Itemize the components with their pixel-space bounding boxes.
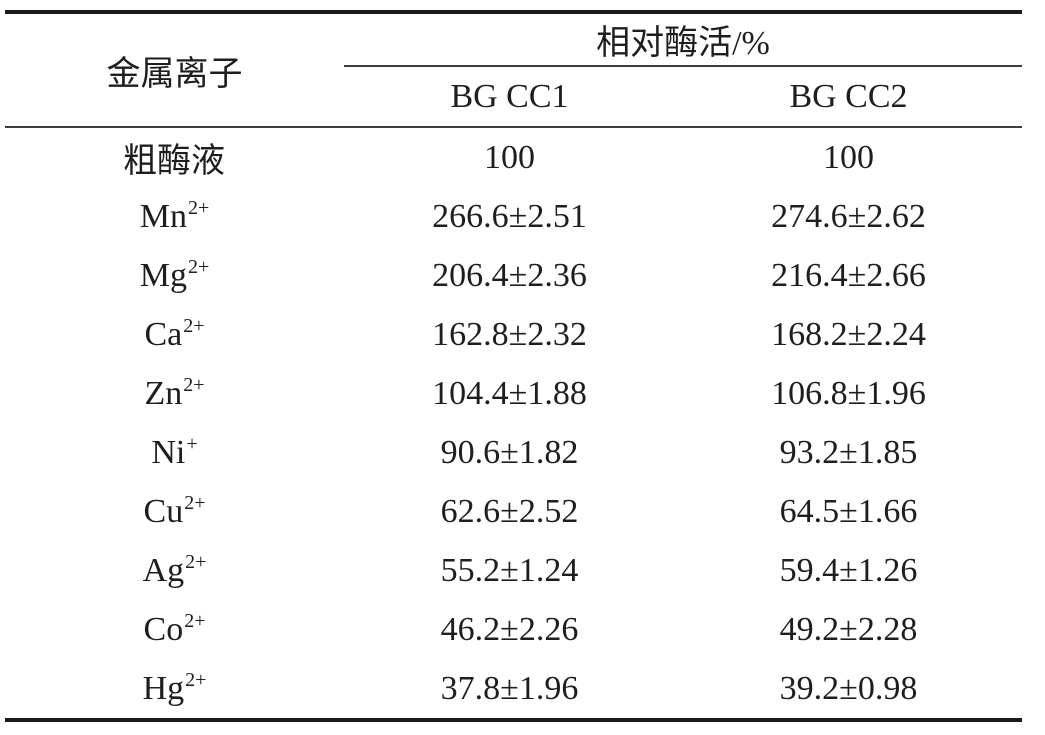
table-row: Cu2+ 62.6±2.52 64.5±1.66	[5, 482, 1022, 541]
ion-cell: Ni+	[5, 423, 344, 482]
ion-label: Ag	[142, 551, 185, 589]
bgcc1-value-cell: 55.2±1.24	[440, 551, 579, 589]
ion-cell: Zn2+	[5, 364, 344, 423]
bgcc1-value-cell: 104.4±1.88	[432, 374, 587, 412]
bgcc2-value-cell: 59.4±1.26	[779, 551, 918, 589]
ion-label: Zn	[144, 374, 183, 412]
ion-charge-superscript: 2+	[184, 492, 206, 515]
table-row: Ca2+ 162.8±2.32 168.2±2.24	[5, 305, 1022, 364]
column-header-metal-ion: 金属离子	[5, 12, 344, 128]
column-group-header-relative-activity: 相对酶活/%	[344, 12, 1022, 67]
table-row: Mg2+ 206.4±2.36 216.4±2.66	[5, 246, 1022, 305]
ion-label: Ni	[151, 433, 186, 471]
ion-label: Co	[143, 610, 184, 648]
ion-charge-superscript: 2+	[183, 374, 205, 397]
table-header: 金属离子 相对酶活/% BG CC1 BG CC2	[5, 12, 1022, 128]
table-row: Zn2+ 104.4±1.88 106.8±1.96	[5, 364, 1022, 423]
ion-charge-superscript: +	[186, 433, 198, 456]
bgcc1-value-cell: 100	[484, 138, 535, 176]
bgcc2-value-cell: 64.5±1.66	[779, 492, 918, 530]
column-header-bgcc2: BG CC2	[675, 66, 1022, 128]
table-row: Ni+ 90.6±1.82 93.2±1.85	[5, 423, 1022, 482]
ion-cell: Co2+	[5, 600, 344, 659]
ion-label: Hg	[142, 669, 185, 707]
ion-cell: Mg2+	[5, 246, 344, 305]
table-row: Ag2+ 55.2±1.24 59.4±1.26	[5, 541, 1022, 600]
ion-cell: Mn2+	[5, 187, 344, 246]
table-row: 粗酶液 100 100	[5, 127, 1022, 187]
ion-label: Ca	[144, 315, 183, 353]
bgcc2-value-cell: 274.6±2.62	[771, 197, 926, 235]
column-header-bgcc1: BG CC1	[344, 66, 675, 128]
bgcc2-value-cell: 49.2±2.28	[779, 610, 918, 648]
ion-charge-superscript: 2+	[184, 610, 206, 633]
bgcc1-value-cell: 62.6±2.52	[440, 492, 579, 530]
ion-label: Cu	[143, 492, 184, 530]
bgcc1-value-cell: 162.8±2.32	[432, 315, 587, 353]
bgcc1-value-cell: 90.6±1.82	[440, 433, 579, 471]
ion-charge-superscript: 2+	[187, 256, 210, 279]
ion-charge-superscript: 2+	[183, 315, 205, 338]
bgcc2-value-cell: 39.2±0.98	[779, 669, 918, 707]
bgcc1-value-cell: 266.6±2.51	[432, 197, 587, 235]
ion-charge-superscript: 2+	[185, 551, 207, 574]
metal-ion-enzyme-activity-table: 金属离子 相对酶活/% BG CC1 BG CC2 粗酶液 100 100 Mn…	[5, 10, 1022, 722]
ion-cell: 粗酶液	[5, 127, 344, 187]
bgcc1-value-cell: 206.4±2.36	[432, 256, 587, 294]
bgcc2-value-cell: 93.2±1.85	[779, 433, 918, 471]
header-group-row: 金属离子 相对酶活/%	[5, 12, 1022, 128]
bgcc2-value-cell: 168.2±2.24	[771, 315, 926, 353]
table-body: 粗酶液 100 100 Mn2+ 266.6±2.51 274.6±2.62 M…	[5, 127, 1022, 720]
ion-charge-superscript: 2+	[185, 669, 207, 692]
ion-label: 粗酶液	[123, 143, 225, 180]
ion-cell: Hg2+	[5, 659, 344, 720]
bgcc2-value-cell: 216.4±2.66	[771, 256, 926, 294]
header-sub-row: BG CC1 BG CC2	[5, 66, 1022, 128]
bgcc1-value-cell: 37.8±1.96	[440, 669, 579, 707]
ion-charge-superscript: 2+	[187, 197, 210, 220]
bgcc2-value-cell: 100	[823, 138, 874, 176]
ion-cell: Ca2+	[5, 305, 344, 364]
table-row: Co2+ 46.2±2.26 49.2±2.28	[5, 600, 1022, 659]
ion-label: Mn	[139, 197, 187, 235]
bgcc2-value-cell: 106.8±1.96	[771, 374, 926, 412]
ion-cell: Ag2+	[5, 541, 344, 600]
table-row: Mn2+ 266.6±2.51 274.6±2.62	[5, 187, 1022, 246]
bgcc1-value-cell: 46.2±2.26	[440, 610, 579, 648]
ion-label: Mg	[139, 256, 187, 294]
ion-cell: Cu2+	[5, 482, 344, 541]
table-row: Hg2+ 37.8±1.96 39.2±0.98	[5, 659, 1022, 720]
